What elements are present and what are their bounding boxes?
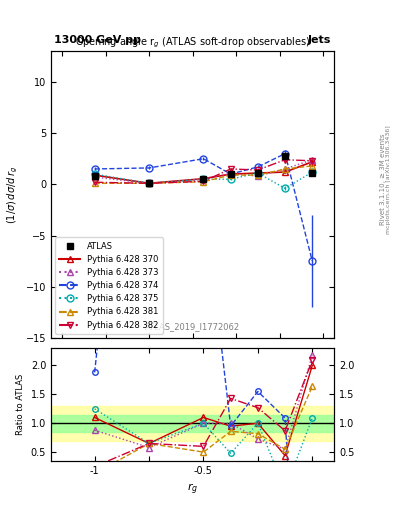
Text: ATLAS_2019_I1772062: ATLAS_2019_I1772062	[145, 323, 240, 331]
Y-axis label: Ratio to ATLAS: Ratio to ATLAS	[16, 374, 25, 435]
Text: Jets: Jets	[308, 35, 331, 45]
Y-axis label: $(1/\sigma)\,d\sigma/d\,r_g$: $(1/\sigma)\,d\sigma/d\,r_g$	[6, 165, 20, 224]
Bar	[51, 415, 334, 432]
Legend: ATLAS, Pythia 6.428 370, Pythia 6.428 373, Pythia 6.428 374, Pythia 6.428 375, P: ATLAS, Pythia 6.428 370, Pythia 6.428 37…	[55, 238, 163, 334]
Text: mcplots.cern.ch [arXiv:1306.3436]: mcplots.cern.ch [arXiv:1306.3436]	[386, 125, 391, 233]
Bar	[51, 406, 334, 441]
Text: 13000 GeV pp: 13000 GeV pp	[54, 35, 141, 45]
Text: Rivet 3.1.10, ≥ 3M events: Rivet 3.1.10, ≥ 3M events	[380, 134, 386, 225]
Title: Opening angle r$_g$ (ATLAS soft-drop observables): Opening angle r$_g$ (ATLAS soft-drop obs…	[75, 36, 310, 51]
X-axis label: $r_g$: $r_g$	[187, 481, 198, 497]
